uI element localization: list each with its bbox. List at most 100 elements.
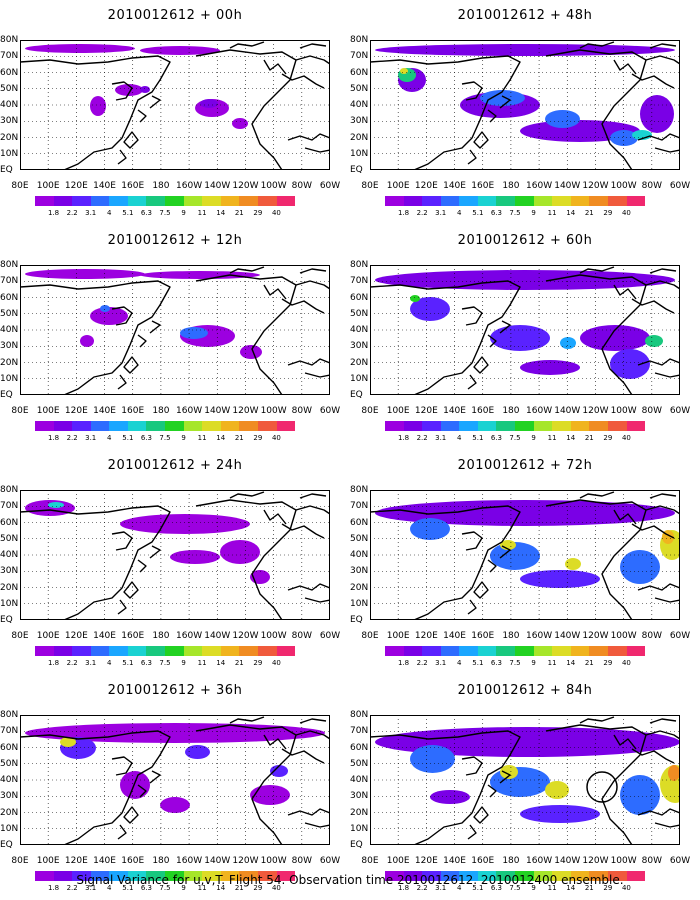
- colorbar-swatch: [570, 421, 590, 431]
- coastline: [499, 320, 511, 334]
- variance-contour: [668, 765, 680, 781]
- colorbar-label: 9: [531, 209, 536, 217]
- latitude-label: 20N: [350, 582, 369, 593]
- map-frame: [370, 265, 680, 395]
- latitude-label: 80N: [0, 710, 19, 720]
- colorbar-label: 40: [621, 209, 631, 217]
- colorbar-swatch: [220, 871, 240, 881]
- colorbar-label: 3.1: [435, 434, 447, 442]
- colorbar-swatch: [239, 646, 258, 656]
- variance-contour: [430, 790, 470, 804]
- coastline: [637, 583, 680, 591]
- coastline: [467, 824, 477, 840]
- panel-title: 2010012612 + 60h: [457, 233, 593, 248]
- colorbar-swatch: [477, 421, 497, 431]
- colorbar-label: 2.2: [66, 434, 78, 442]
- colorbar-label: 4: [457, 659, 462, 667]
- variance-contour: [90, 96, 106, 116]
- variance-contour: [620, 550, 660, 584]
- colorbar-label: 5.1: [122, 209, 134, 217]
- coastline: [117, 149, 127, 165]
- coastline: [111, 531, 133, 551]
- coastline: [281, 748, 325, 764]
- longitude-label: 140E: [93, 181, 116, 191]
- latitude-label: 70N: [350, 726, 369, 737]
- colorbar-swatch: [403, 196, 423, 206]
- variance-contour: [25, 269, 145, 279]
- longitude-label: 140E: [93, 631, 116, 641]
- longitude-label: 120W: [232, 856, 259, 866]
- colorbar-label: 6.3: [490, 434, 502, 442]
- colorbar-swatch: [459, 646, 478, 656]
- coastline: [467, 599, 477, 615]
- coastline: [545, 724, 647, 845]
- colorbar-label: 11: [547, 434, 557, 442]
- coastline: [631, 523, 675, 539]
- latitude-label: EQ: [350, 165, 363, 175]
- latitude-label: EQ: [350, 840, 363, 850]
- coastline: [637, 808, 680, 816]
- latitude-label: 10N: [350, 823, 369, 834]
- colorbar-label: 11: [547, 659, 557, 667]
- panel-title: 2010012612 + 12h: [107, 233, 243, 248]
- latitude-label: 40N: [350, 775, 369, 785]
- colorbar-swatch: [403, 421, 423, 431]
- longitude-label: 180: [152, 406, 170, 416]
- coastline: [229, 716, 265, 724]
- panel-title: 2010012612 + 84h: [457, 683, 593, 698]
- coastline: [467, 149, 477, 165]
- coastline: [195, 274, 297, 395]
- longitude-label: 100E: [386, 856, 410, 866]
- colorbar-swatch: [109, 646, 128, 656]
- colorbar-swatch: [53, 196, 73, 206]
- panel-title: 2010012612 + 48h: [457, 8, 593, 23]
- colorbar-swatch: [239, 196, 258, 206]
- colorbar-label: 1.8: [47, 434, 60, 442]
- colorbar-swatch: [626, 421, 646, 431]
- variance-contour: [140, 46, 220, 55]
- observation-marker: [586, 771, 618, 803]
- coastline: [137, 784, 147, 798]
- colorbar-swatch: [257, 196, 277, 206]
- coastline: [473, 131, 489, 149]
- latitude-label: 80N: [350, 35, 369, 45]
- colorbar-swatch: [626, 646, 646, 656]
- colorbar-swatch: [220, 421, 240, 431]
- colorbar-swatch: [165, 646, 184, 656]
- colorbar-label: 5.1: [122, 884, 134, 892]
- latitude-label: 40N: [350, 550, 369, 560]
- longitude-label: 180: [502, 631, 520, 641]
- colorbar-swatch: [385, 421, 404, 431]
- colorbar-swatch: [127, 646, 147, 656]
- colorbar-swatch: [127, 196, 147, 206]
- coastline: [461, 756, 483, 776]
- colorbar-swatch: [570, 871, 590, 881]
- latitude-label: EQ: [350, 615, 363, 625]
- longitude-label: 60W: [669, 856, 691, 866]
- colorbar-label: 6.3: [140, 209, 152, 217]
- variance-contour: [270, 765, 288, 777]
- coastline: [579, 266, 615, 274]
- coastline: [123, 806, 139, 824]
- colorbar-label: 5.1: [472, 434, 484, 442]
- colorbar-label: 11: [197, 884, 207, 892]
- coastline: [281, 523, 325, 539]
- latitude-label: 50N: [350, 758, 369, 769]
- coastline: [631, 748, 675, 764]
- colorbar-swatch: [53, 871, 73, 881]
- latitude-label: 60N: [0, 292, 19, 303]
- latitude-label: 70N: [350, 51, 369, 62]
- coastline: [499, 770, 511, 784]
- latitude-label: 10N: [0, 598, 19, 609]
- coastline: [263, 59, 287, 75]
- colorbar-swatch: [72, 646, 91, 656]
- latitude-label: 10N: [350, 148, 369, 159]
- colorbar-swatch: [183, 421, 203, 431]
- longitude-label: 80E: [361, 856, 379, 866]
- longitude-label: 80E: [361, 631, 379, 641]
- latitude-label: 40N: [0, 775, 19, 785]
- longitude-label: 60W: [319, 406, 341, 416]
- coastline: [637, 358, 680, 366]
- colorbar-label: 40: [271, 659, 281, 667]
- variance-contour: [500, 765, 518, 779]
